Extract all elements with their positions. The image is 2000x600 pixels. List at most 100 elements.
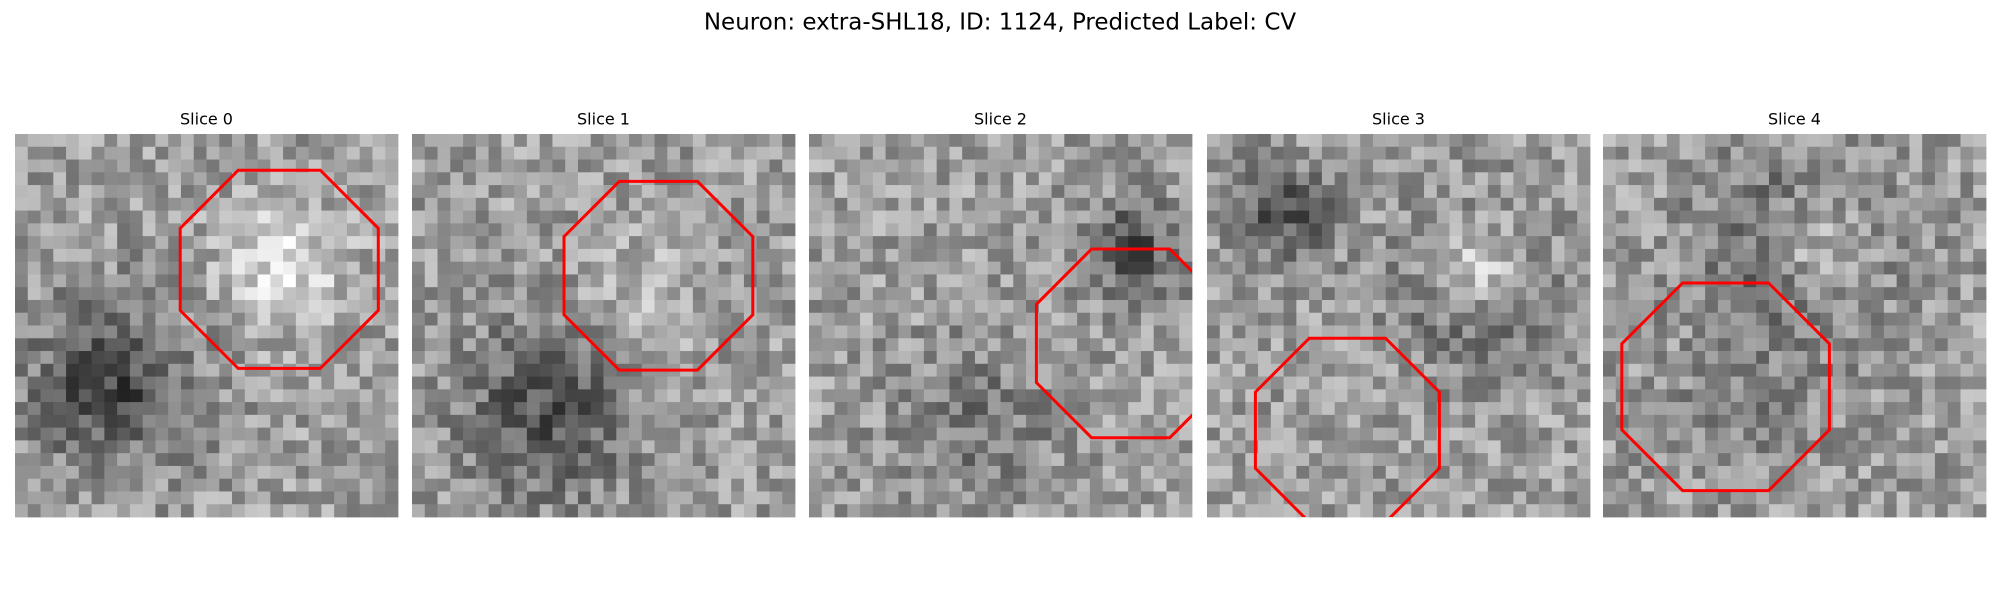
- pixel: [232, 440, 246, 454]
- pixel: [1500, 223, 1514, 237]
- pixel: [1475, 453, 1489, 467]
- pixel: [1140, 185, 1155, 199]
- pixel: [385, 325, 399, 339]
- pixel: [1654, 325, 1668, 339]
- pixel: [1436, 491, 1450, 505]
- pixel: [756, 261, 770, 275]
- pixel: [450, 210, 464, 224]
- pixel: [1743, 376, 1757, 390]
- pixel: [1424, 312, 1438, 326]
- pixel: [667, 197, 681, 211]
- pixel: [1115, 274, 1129, 288]
- pixel: [15, 274, 29, 288]
- pixel: [872, 325, 886, 339]
- pixel: [872, 134, 886, 148]
- pixel: [1000, 402, 1014, 416]
- pixel: [949, 402, 963, 416]
- pixel: [911, 299, 925, 314]
- pixel: [66, 465, 80, 480]
- pixel: [334, 427, 348, 441]
- pixel: [949, 210, 963, 224]
- pixel: [1730, 236, 1744, 250]
- pixel: [1309, 146, 1323, 160]
- pixel: [283, 299, 297, 314]
- pixel: [1424, 248, 1438, 263]
- pixel: [1577, 287, 1591, 301]
- pixel: [1526, 478, 1540, 492]
- pixel: [1089, 504, 1104, 518]
- pixel: [1128, 261, 1142, 275]
- pixel: [577, 197, 592, 211]
- pixel: [1781, 223, 1795, 237]
- pixel: [1896, 491, 1910, 505]
- pixel: [1692, 453, 1706, 467]
- pixel: [1743, 223, 1757, 237]
- pixel: [321, 440, 335, 454]
- pixel: [1973, 504, 1987, 518]
- pixel: [129, 465, 144, 480]
- pixel: [769, 402, 783, 416]
- pixel: [949, 287, 963, 301]
- pixel: [308, 299, 322, 314]
- pixel: [359, 453, 373, 467]
- pixel: [1896, 210, 1910, 224]
- pixel: [257, 312, 271, 326]
- pixel: [885, 325, 899, 339]
- pixel: [603, 338, 617, 352]
- pixel: [1296, 312, 1310, 326]
- pixel: [1717, 465, 1732, 480]
- pixel: [53, 312, 67, 326]
- pixel: [1717, 185, 1732, 199]
- pixel: [1730, 363, 1744, 377]
- pixel: [1296, 453, 1310, 467]
- pixel: [705, 236, 719, 250]
- pixel: [1883, 236, 1898, 250]
- pixel: [1385, 274, 1399, 288]
- pixel: [1717, 440, 1732, 454]
- pixel: [244, 440, 258, 454]
- pixel: [1654, 427, 1668, 441]
- pixel: [308, 440, 322, 454]
- pixel: [962, 185, 976, 199]
- pixel: [437, 248, 451, 263]
- pixel: [1115, 351, 1129, 365]
- pixel: [1000, 248, 1014, 263]
- pixel: [1756, 389, 1770, 403]
- pixel: [809, 210, 823, 224]
- pixel: [1424, 389, 1438, 403]
- pixel: [1654, 210, 1668, 224]
- pixel: [117, 248, 131, 263]
- pixel: [437, 172, 451, 186]
- pixel: [78, 325, 92, 339]
- pixel: [923, 363, 938, 377]
- pixel: [1102, 465, 1116, 480]
- pixel: [743, 427, 758, 441]
- pixel: [1258, 338, 1272, 352]
- pixel: [1845, 478, 1859, 492]
- pixel: [1258, 389, 1272, 403]
- pixel: [40, 351, 54, 365]
- pixel: [219, 274, 233, 288]
- pixel: [1551, 363, 1565, 377]
- pixel: [1679, 504, 1693, 518]
- pixel: [1513, 465, 1527, 480]
- pixel: [270, 389, 284, 403]
- pixel: [40, 134, 54, 148]
- pixel: [1832, 134, 1846, 148]
- pixel: [1807, 172, 1821, 186]
- pixel: [501, 248, 515, 263]
- pixel: [321, 504, 335, 518]
- pixel: [1064, 159, 1078, 173]
- pixel: [1871, 185, 1885, 199]
- pixel: [1347, 134, 1361, 148]
- pixel: [654, 223, 668, 237]
- pixel: [1219, 440, 1233, 454]
- pixel: [1564, 287, 1578, 301]
- pixel: [1845, 134, 1859, 148]
- pixel: [718, 325, 732, 339]
- pixel: [1283, 134, 1297, 148]
- pixel: [168, 478, 182, 492]
- pixel: [1449, 287, 1463, 301]
- pixel: [1934, 185, 1949, 199]
- pixel: [860, 389, 874, 403]
